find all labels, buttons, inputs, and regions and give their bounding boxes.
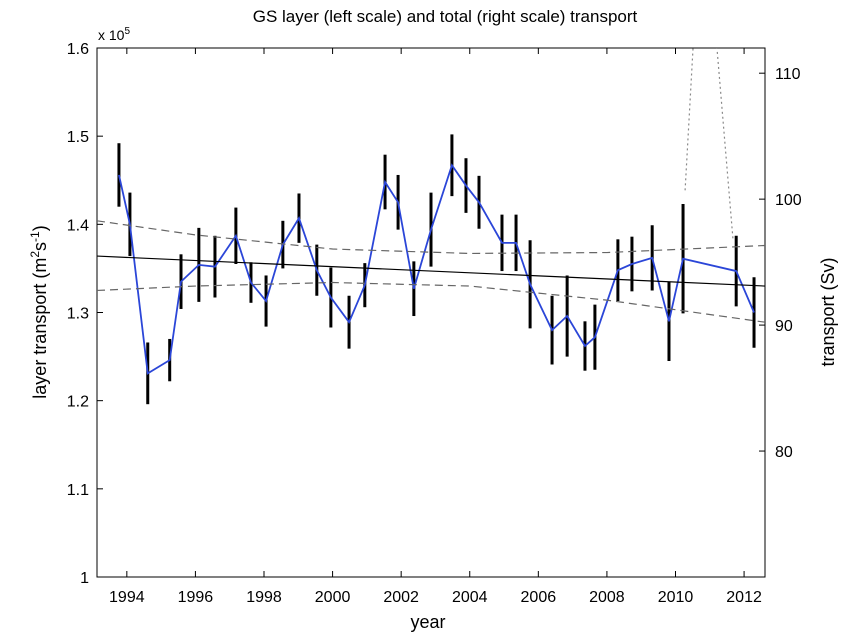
y-tick-label: 1.4 <box>67 217 89 234</box>
y-tick-label: 1.6 <box>67 41 89 58</box>
y-tick-label: 1.1 <box>67 482 89 499</box>
x-tick-label: 1998 <box>246 589 282 606</box>
series-line <box>97 220 765 255</box>
series-group <box>97 48 765 405</box>
x-tick-label: 2010 <box>658 589 694 606</box>
y-tick-label: 1.2 <box>67 394 89 411</box>
ylabel-part: ) <box>30 225 50 231</box>
y-tick-label: 1.3 <box>67 306 89 323</box>
y-tick-label: 1 <box>80 570 89 587</box>
x-tick-label: 2006 <box>521 589 557 606</box>
y-multiplier: x 105 <box>98 26 130 43</box>
x-tick-label: 2012 <box>726 589 762 606</box>
x-axis-label: year <box>410 612 445 632</box>
ylabel-part: layer transport (m <box>30 258 50 399</box>
series-line <box>118 163 755 375</box>
x-tick-label: 2008 <box>589 589 625 606</box>
y-axis-label: layer transport (m2s-1) <box>28 225 50 398</box>
x-tick-label: 2004 <box>452 589 488 606</box>
y2-tick-label: 110 <box>775 66 801 83</box>
x-tick-label: 2000 <box>315 589 351 606</box>
x-tick-label: 2002 <box>383 589 419 606</box>
series-line <box>684 48 734 241</box>
x-tick-label: 1996 <box>178 589 214 606</box>
series-line <box>97 255 765 287</box>
ylabel-sup: -1 <box>28 231 42 242</box>
ylabel-part: s <box>30 242 50 251</box>
multiplier-base: x 10 <box>98 27 125 43</box>
series-line <box>97 281 765 323</box>
ylabel-sup: 2 <box>28 251 42 258</box>
x-tick-label: 1994 <box>109 589 145 606</box>
y2-tick-label: 80 <box>775 444 793 461</box>
y2-tick-label: 100 <box>775 192 802 209</box>
multiplier-exp: 5 <box>124 26 130 37</box>
y2-tick-label: 90 <box>775 318 793 335</box>
y2-axis-label: transport (Sv) <box>818 257 838 366</box>
plot-frame <box>96 47 766 578</box>
y-tick-label: 1.5 <box>67 129 89 146</box>
chart-title: GS layer (left scale) and total (right s… <box>253 7 638 26</box>
